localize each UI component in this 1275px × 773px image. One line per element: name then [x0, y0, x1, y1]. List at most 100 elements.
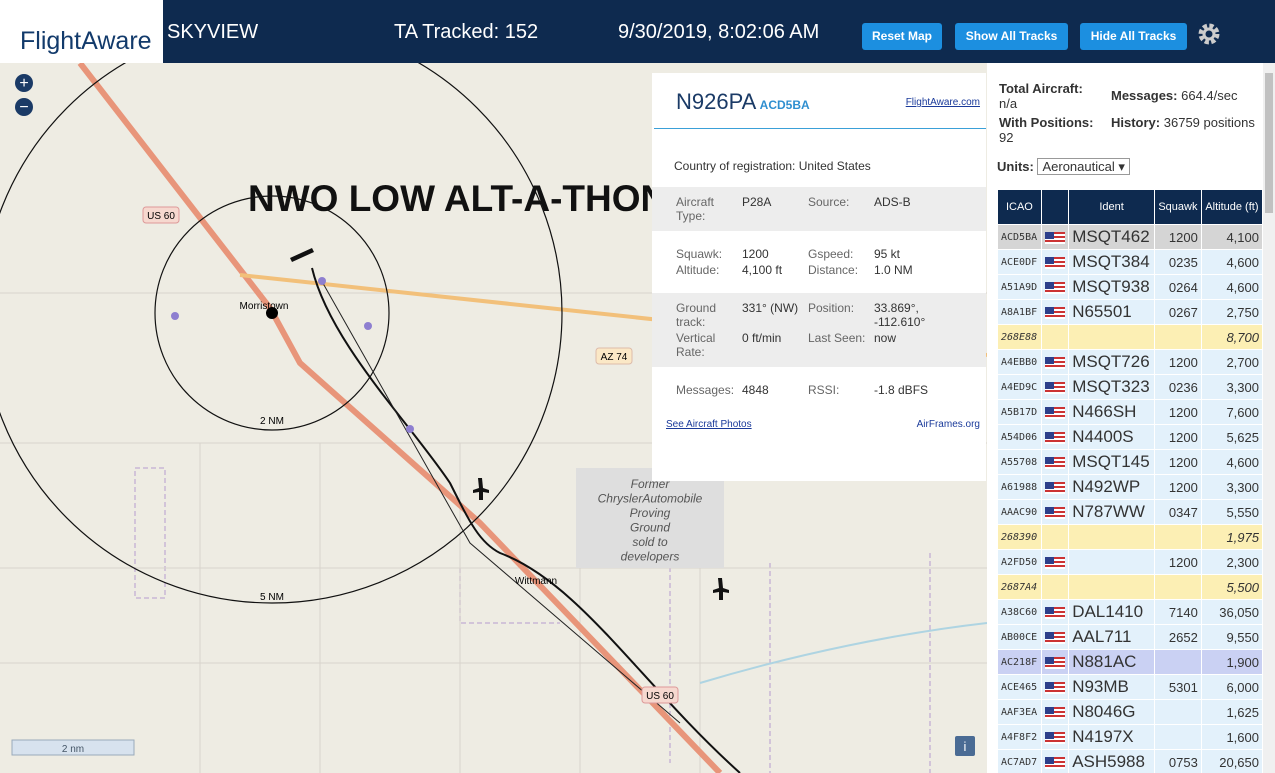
aircraft-row[interactable]: A4ED9C MSQT323 0236 3,300	[997, 374, 1264, 400]
field-label: Vertical Rate:	[676, 331, 716, 359]
squawk: 0236	[1153, 374, 1202, 400]
aircraft-row[interactable]: A54D06 N4400S 1200 5,625	[997, 424, 1264, 450]
info-button[interactable]: i	[964, 739, 967, 754]
field-label: Source:	[808, 195, 850, 209]
field-value: 331° (NW)	[742, 301, 799, 315]
flag-cell	[1040, 349, 1070, 375]
field-value: 0 ft/min	[742, 331, 782, 345]
flag	[1044, 657, 1065, 670]
squawk	[1153, 324, 1202, 350]
aircraft-row[interactable]: AAAC90 N787WW 0347 5,550	[997, 499, 1264, 525]
aircraft-row[interactable]: A4EBB0 MSQT726 1200 2,700	[997, 349, 1264, 375]
ring-label: 2 NM	[260, 416, 284, 427]
stat-value: 92	[999, 130, 1014, 145]
aircraft-row[interactable]: ACD5BA MSQT462 1200 4,100	[997, 224, 1264, 250]
field-label: Distance:	[808, 263, 859, 277]
field-label: Squawk:	[676, 247, 723, 261]
field-value: P28A	[742, 195, 772, 209]
aircraft-row[interactable]: A8A1BF N65501 0267 2,750	[997, 299, 1264, 325]
stat-value: n/a	[999, 96, 1018, 111]
ident: N93MB	[1068, 674, 1155, 700]
aircraft-row[interactable]: ACE0DF MSQT384 0235 4,600	[997, 249, 1264, 275]
aircraft-row[interactable]: A61988 N492WP 1200 3,300	[997, 474, 1264, 500]
aircraft-row[interactable]: A5B17D N466SH 1200 7,600	[997, 399, 1264, 425]
flag-header	[1040, 189, 1070, 225]
altitude: 4,600	[1200, 449, 1264, 475]
squawk: 0347	[1153, 499, 1202, 525]
flag	[1044, 257, 1065, 270]
hide-tracks-button[interactable]: Hide All Tracks	[1080, 23, 1187, 50]
flag-cell	[1040, 424, 1070, 450]
aircraft-row[interactable]: A38C60 DAL1410 7140 36,050	[997, 599, 1264, 625]
squawk: 1200	[1153, 549, 1202, 575]
squawk: 0235	[1153, 249, 1202, 275]
aircraft-row[interactable]: AB00CE AAL711 2652 9,550	[997, 624, 1264, 650]
aircraft-row[interactable]: AC218F N881AC 1,900	[997, 649, 1264, 675]
map-note: Proving	[630, 506, 671, 520]
photos-link[interactable]: See Aircraft Photos	[666, 419, 752, 430]
ident: ASH5988	[1068, 749, 1155, 773]
column-header: Squawk	[1153, 189, 1202, 225]
flag-cell	[1040, 399, 1070, 425]
aircraft-row[interactable]: 268E88 8,700	[997, 324, 1264, 350]
ident: N881AC	[1068, 649, 1155, 675]
map-note: developers	[621, 550, 680, 564]
icao: 2687A4	[997, 574, 1042, 600]
ident	[1068, 524, 1155, 550]
aircraft-row[interactable]: 268390 1,975	[997, 524, 1264, 550]
info-section: Messages: 4848 RSSI: -1.8 dBFS	[652, 375, 986, 405]
zoom-out[interactable]: −	[19, 99, 28, 116]
ident: N4400S	[1068, 424, 1155, 450]
flag	[1044, 282, 1065, 295]
reset-map-button[interactable]: Reset Map	[862, 23, 942, 50]
aircraft-row[interactable]: AC7AD7 ASH5988 0753 20,650	[997, 749, 1264, 773]
flag-cell	[1040, 474, 1070, 500]
aircraft-row[interactable]: AAF3EA N8046G 1,625	[997, 699, 1264, 725]
logo[interactable]: FlightAware	[0, 0, 163, 63]
flag-cell	[1040, 649, 1070, 675]
road-label: US 60	[646, 691, 674, 702]
zoom-in[interactable]: +	[19, 75, 28, 92]
stat-value: 36759 positions	[1163, 115, 1255, 130]
flightaware-link[interactable]: FlightAware.com	[905, 97, 980, 108]
field-value: ADS-B	[874, 195, 911, 209]
icao: AC218F	[997, 649, 1042, 675]
flag-cell	[1040, 249, 1070, 275]
column-header: Altitude (ft)	[1200, 189, 1264, 225]
altitude: 2,750	[1200, 299, 1264, 325]
icao: A38C60	[997, 599, 1042, 625]
squawk: 1200	[1153, 474, 1202, 500]
aircraft-row[interactable]: 2687A4 5,500	[997, 574, 1264, 600]
airframes-link[interactable]: AirFrames.org	[916, 419, 980, 430]
altitude: 1,900	[1200, 649, 1264, 675]
aircraft-row[interactable]: A55708 MSQT145 1200 4,600	[997, 449, 1264, 475]
squawk: 0753	[1153, 749, 1202, 773]
aircraft-row[interactable]: A51A9D MSQT938 0264 4,600	[997, 274, 1264, 300]
field-label: Altitude:	[676, 263, 720, 277]
flag	[1044, 507, 1065, 520]
aircraft-row[interactable]: A4F8F2 N4197X 1,600	[997, 724, 1264, 750]
settings-icon[interactable]	[1197, 22, 1221, 46]
altitude: 6,000	[1200, 674, 1264, 700]
squawk	[1153, 649, 1202, 675]
altitude: 5,550	[1200, 499, 1264, 525]
aircraft-row[interactable]: A2FD50 1200 2,300	[997, 549, 1264, 575]
squawk	[1153, 574, 1202, 600]
flag	[1044, 357, 1065, 370]
icao: A61988	[997, 474, 1042, 500]
show-tracks-button[interactable]: Show All Tracks	[955, 23, 1068, 50]
icao: A4ED9C	[997, 374, 1042, 400]
flag-cell	[1040, 324, 1070, 350]
flag-cell	[1040, 274, 1070, 300]
popup-hex: ACD5BA	[759, 98, 810, 112]
flag-cell	[1040, 224, 1070, 250]
units-select[interactable]: Aeronautical ▾	[1037, 158, 1130, 175]
icao: A54D06	[997, 424, 1042, 450]
town-label: Wittmann	[515, 576, 557, 587]
info-section: Ground track: 331° (NW) Position: 33.869°, …	[652, 293, 986, 367]
altitude: 20,650	[1200, 749, 1264, 773]
flag-cell	[1040, 724, 1070, 750]
aircraft-row[interactable]: ACE465 N93MB 5301 6,000	[997, 674, 1264, 700]
flag	[1044, 757, 1065, 770]
